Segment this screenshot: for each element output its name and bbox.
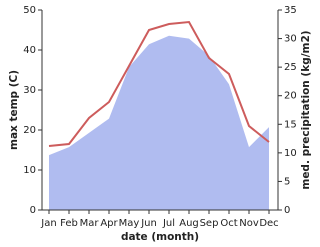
x-tick-label: Aug: [179, 218, 199, 229]
y2-axis-label: med. precipitation (kg/m2): [300, 30, 312, 189]
x-tick-label: Apr: [100, 218, 118, 229]
y-tick-label: 50: [23, 5, 36, 16]
x-tick-label: Oct: [220, 218, 237, 229]
x-tick-label: Sep: [200, 218, 219, 229]
y-tick-label: 40: [23, 45, 36, 56]
x-tick-label: Nov: [239, 218, 259, 229]
y2-tick-label: 20: [284, 91, 297, 102]
x-axis-label: date (month): [121, 231, 199, 243]
y2-tick-label: 15: [284, 119, 297, 130]
x-tick-label: Dec: [259, 218, 278, 229]
y2-tick-label: 5: [284, 176, 290, 187]
y-tick-label: 10: [23, 165, 36, 176]
x-tick-label: Jul: [162, 218, 175, 229]
y-axis-label: max temp (C): [8, 70, 20, 150]
y2-tick-label: 30: [284, 34, 297, 45]
x-tick-label: May: [119, 218, 140, 229]
x-tick-label: Jan: [40, 218, 56, 229]
y2-tick-label: 35: [284, 5, 297, 16]
y2-tick-label: 0: [284, 205, 290, 216]
y-tick-label: 30: [23, 85, 36, 96]
x-tick-label: Mar: [80, 218, 100, 229]
x-tick-label: Feb: [60, 218, 78, 229]
y-tick-label: 20: [23, 125, 36, 136]
temperature-line: [48, 20, 270, 147]
y2-tick-label: 25: [284, 62, 297, 73]
precipitation-area: [49, 35, 269, 210]
x-tick-label: Jun: [140, 218, 157, 229]
y2-tick-label: 10: [284, 148, 297, 159]
y-tick-label: 0: [30, 205, 36, 216]
